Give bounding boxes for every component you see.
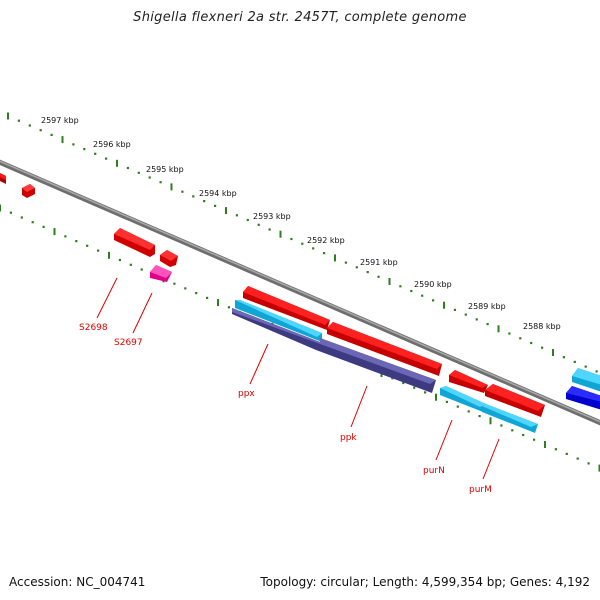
gene-block-purm[interactable]: [482, 404, 538, 433]
cds-block-purm[interactable]: [485, 384, 545, 417]
genome-backbone: [0, 159, 600, 426]
cds-block-ppx[interactable]: [243, 286, 330, 330]
gene-block-pink[interactable]: [150, 265, 172, 282]
gene-label-purn[interactable]: purN: [423, 466, 445, 476]
cds-block[interactable]: [22, 184, 35, 198]
gene-label-s2698[interactable]: S2698: [79, 323, 108, 333]
genome-summary-text: Topology: circular; Length: 4,599,354 bp…: [260, 575, 590, 589]
scale-label: 2590 kbp: [414, 280, 452, 289]
gene-label-ppx[interactable]: ppx: [238, 389, 255, 399]
scale-label: 2597 kbp: [41, 116, 79, 125]
gene-block-right-dark[interactable]: [566, 386, 600, 410]
cds-block-s2697[interactable]: [160, 250, 178, 267]
scale-label: 2589 kbp: [468, 302, 506, 311]
features: [0, 172, 600, 433]
gene-label-ppk[interactable]: ppk: [340, 433, 357, 443]
scale-label: 2595 kbp: [146, 165, 184, 174]
gene-label-s2697[interactable]: S2697: [114, 338, 143, 348]
gene-block-ppk[interactable]: [232, 308, 436, 393]
scale-label: 2594 kbp: [199, 189, 237, 198]
cds-block[interactable]: [0, 172, 6, 184]
gene-block-ppx[interactable]: [235, 300, 322, 342]
scale-label: 2596 kbp: [93, 140, 131, 149]
cds-block-purn[interactable]: [449, 370, 488, 393]
scale-label: 2591 kbp: [360, 258, 398, 267]
label-leaders: [96, 277, 500, 480]
scale-label: 2592 kbp: [307, 236, 345, 245]
scale-label: 2593 kbp: [253, 212, 291, 221]
cds-block-s2698[interactable]: [114, 228, 155, 257]
accession-text: Accession: NC_004741: [9, 575, 146, 589]
gene-label-purm[interactable]: purM: [469, 485, 492, 495]
gene-block-purn[interactable]: [440, 386, 486, 412]
scale-ticks-upper: [7, 112, 598, 373]
scale-labels: 2597 kbp 2596 kbp 2595 kbp 2594 kbp 2593…: [41, 116, 561, 331]
map-title: Shigella flexneri 2a str. 2457T, complet…: [133, 10, 467, 25]
cds-block-ppk[interactable]: [327, 322, 442, 376]
gene-labels: S2698 S2697 ppx ppk purN purM: [79, 323, 492, 495]
gene-block-right-light[interactable]: [572, 368, 600, 392]
scale-label: 2588 kbp: [523, 322, 561, 331]
